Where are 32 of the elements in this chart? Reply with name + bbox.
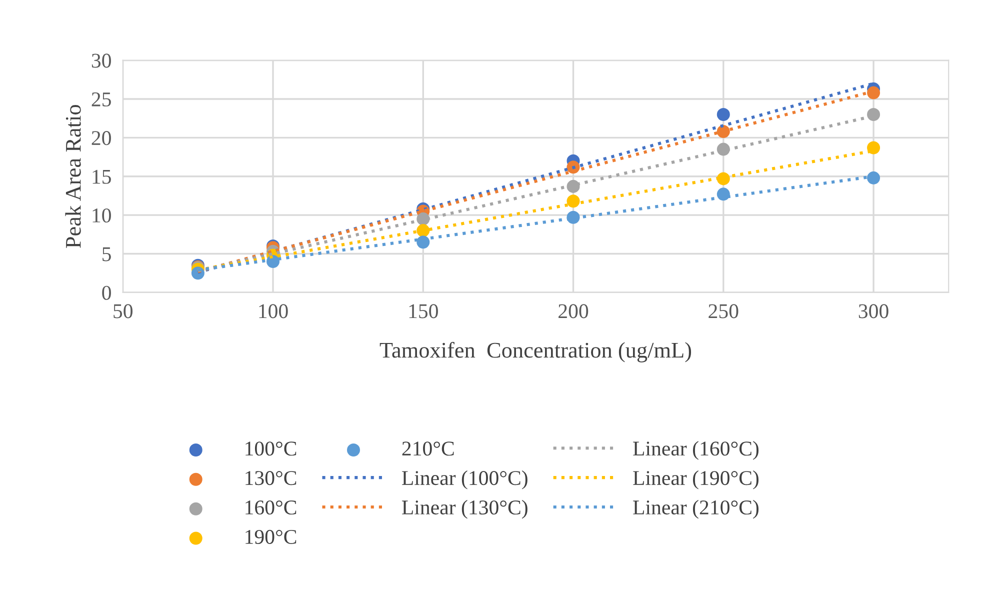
y-tick-label: 5 [102,247,111,262]
legend-label: 160°C [246,500,296,515]
legend-label: Linear (190°C) [633,470,759,490]
y-tick-label: 30 [92,54,111,68]
x-tick-label: 100 [259,304,288,318]
point [867,171,880,184]
legend-label: Linear (160°C) [633,440,759,460]
point [867,141,880,154]
point [566,194,580,208]
legend-label: 130°C [246,471,296,486]
x-tick-label: 50 [114,304,132,318]
legend-label: 100°C [246,442,296,456]
x-tick-label: 200 [558,304,588,318]
point [716,108,730,121]
x-tick-label: 250 [708,304,738,318]
y-axis-title: Peak Area Ratio [65,105,81,248]
x-tick-label: 150 [409,304,438,318]
y-tick-label: 10 [92,208,111,223]
y-tick-label: 20 [92,131,111,146]
x-axis-title: Tamoxifen Concentration (ug/mL) [380,342,692,362]
y-tick-label: 15 [92,170,111,184]
y-tick-label: 0 [102,286,111,300]
y-tick-label: 25 [92,92,111,106]
legend-label: Linear (210°C) [633,500,759,519]
legend-label: 210°C [402,442,454,456]
point [867,86,880,100]
legend-label: Linear (130°C) [402,500,528,519]
legend-label: 190°C [246,530,296,544]
legend-label: Linear (100°C) [402,470,528,490]
x-tick-label: 300 [858,304,888,318]
point [867,108,880,121]
point [416,236,430,249]
